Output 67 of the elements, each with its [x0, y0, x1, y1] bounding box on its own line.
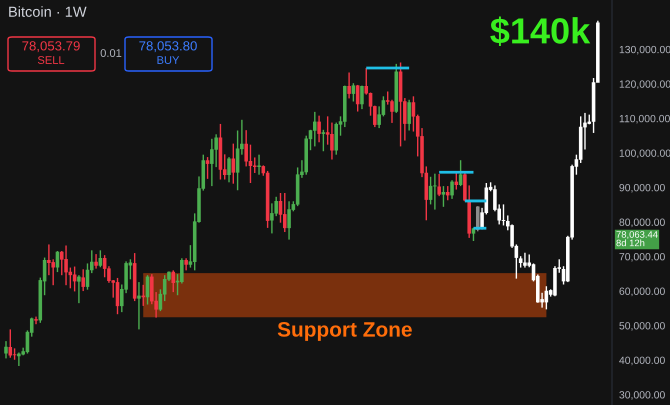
y-tick-label: 50,000.00	[619, 322, 665, 331]
candlestick	[428, 176, 432, 206]
annotation: SELL	[38, 56, 64, 64]
candlestick	[60, 250, 64, 276]
candlestick	[81, 268, 85, 292]
candlestick	[72, 266, 76, 292]
candlestick	[282, 192, 287, 233]
candlestick	[232, 142, 236, 184]
candlestick	[437, 173, 441, 197]
candlestick	[98, 250, 102, 268]
candlestick	[360, 84, 364, 110]
candlestick	[77, 274, 81, 304]
candlestick	[270, 202, 274, 234]
candlestick	[51, 258, 55, 286]
candlestick	[12, 348, 16, 360]
candlestick	[317, 114, 321, 143]
candlestick	[171, 270, 176, 293]
candlestick	[227, 156, 231, 183]
candlestick	[252, 156, 257, 174]
candlestick	[544, 286, 548, 310]
candlestick	[214, 134, 218, 168]
candlestick	[210, 138, 214, 187]
candlestick	[356, 84, 360, 112]
chart-title: Bitcoin · 1W	[9, 6, 87, 17]
candlestick	[502, 204, 506, 226]
candlestick	[287, 200, 291, 240]
candlestick	[446, 185, 450, 201]
candlestick	[206, 156, 210, 180]
candlestick	[4, 340, 8, 360]
candlestick	[94, 253, 98, 270]
candlestick	[17, 352, 21, 367]
text: 78,063.44 8d 12h	[616, 231, 658, 246]
candlestick	[458, 160, 462, 187]
candlestick	[322, 129, 326, 152]
annotation: 78,053.79	[22, 41, 80, 52]
candlestick	[407, 99, 411, 132]
y-tick-label: 60,000.00	[619, 288, 665, 296]
candlestick	[347, 72, 351, 100]
y-tick-label: 110,000.00	[620, 114, 670, 124]
text: Support Zone	[278, 322, 412, 341]
candlestick	[137, 281, 141, 330]
y-tick-label: 80,000.00	[619, 218, 665, 228]
candlestick	[442, 185, 446, 208]
y-tick-label: 90,000.00	[619, 184, 665, 193]
annotation: 0.01	[100, 49, 122, 57]
y-tick-label: 70,000.00	[619, 253, 665, 262]
candlestick	[433, 172, 437, 210]
y-tick-label: 30,000.00	[619, 391, 665, 400]
candlestick	[450, 180, 454, 200]
annotation: $140k	[490, 16, 590, 46]
annotation: 78,053.80	[139, 41, 197, 52]
candlestick	[141, 284, 146, 307]
candlestick	[454, 170, 458, 190]
candlestick	[116, 277, 120, 315]
candlestick	[352, 82, 356, 102]
annotation: BUY	[157, 56, 180, 64]
y-tick-label: 40,000.00	[619, 356, 665, 366]
candlestick	[47, 244, 51, 276]
candlestick	[184, 258, 188, 272]
candlestick	[64, 244, 68, 286]
candlestick	[56, 250, 60, 273]
candlestick	[146, 274, 150, 306]
candlestick	[472, 227, 476, 242]
candlestick	[8, 328, 12, 358]
candlestick	[274, 196, 278, 217]
candlestick	[523, 252, 527, 268]
candlestick	[257, 154, 261, 176]
